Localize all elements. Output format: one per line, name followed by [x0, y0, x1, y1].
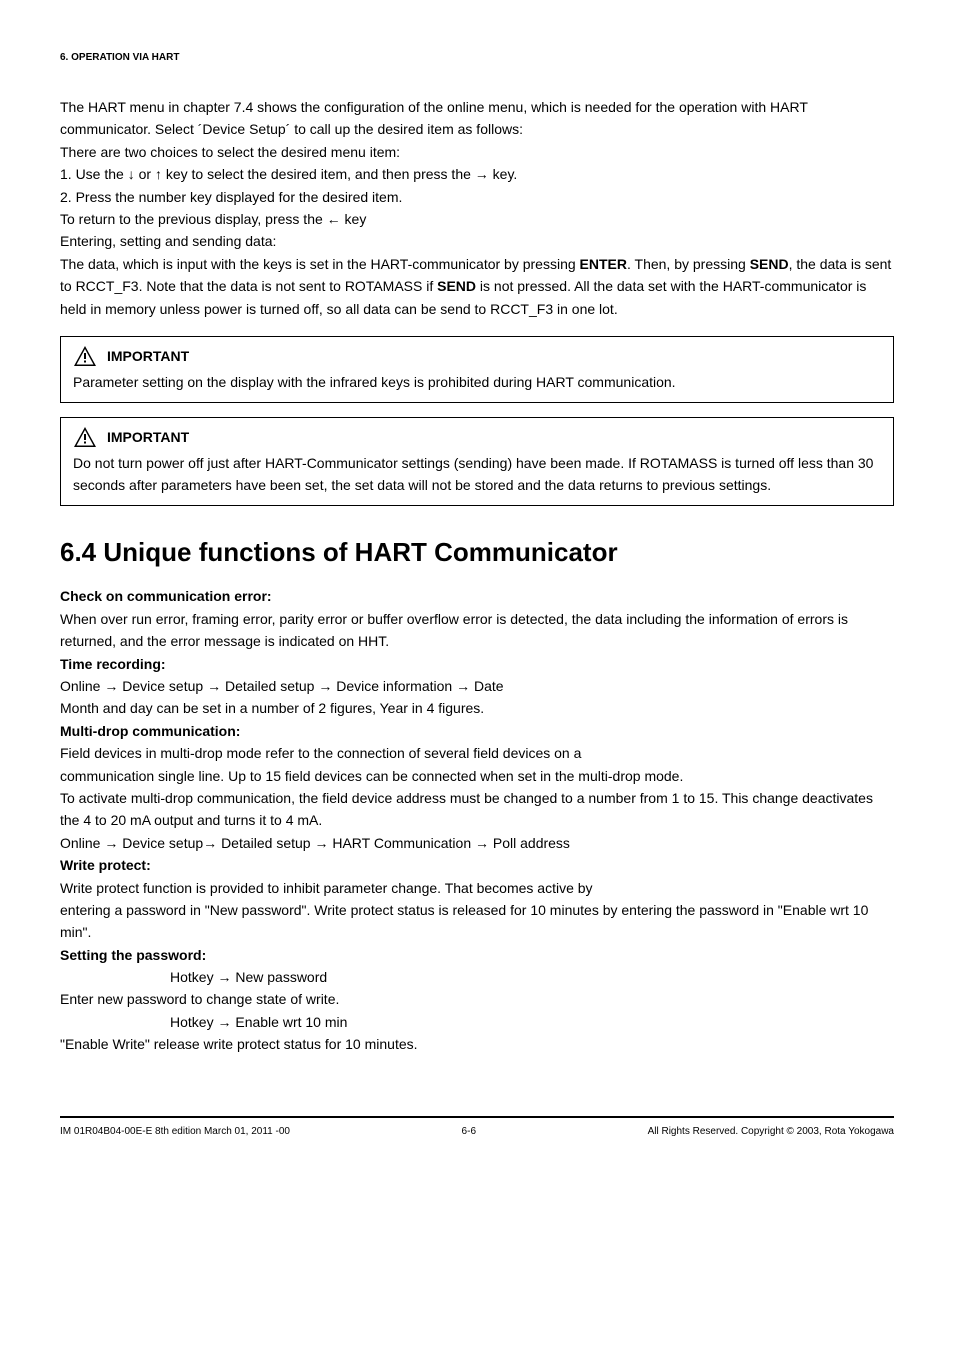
page-header: 6. OPERATION VIA HART: [60, 50, 894, 66]
important-head-2: IMPORTANT: [73, 426, 881, 448]
multi-l1: Field devices in multi-drop mode refer t…: [60, 742, 894, 764]
important-body-1: Parameter setting on the display with th…: [73, 371, 881, 393]
intro-p1: The HART menu in chapter 7.4 shows the c…: [60, 96, 894, 141]
footer-right: All Rights Reserved. Copyright © 2003, R…: [648, 1124, 894, 1140]
warning-icon: [73, 345, 97, 367]
intro-p7a: The data, which is input with the keys i…: [60, 256, 580, 272]
check-head: Check on communication error:: [60, 585, 894, 607]
up-arrow-glyph: ↑: [155, 166, 162, 182]
intro-p3d: key.: [489, 166, 518, 182]
setpw-l3: Hotkey → Enable wrt 10 min: [170, 1011, 894, 1033]
intro-p3a: 1. Use the: [60, 166, 128, 182]
intro-p5b: key: [341, 211, 367, 227]
time-head: Time recording:: [60, 653, 894, 675]
important-label-1: IMPORTANT: [107, 345, 189, 367]
left-arrow-glyph: ←: [327, 211, 341, 227]
multi-l2: communication single line. Up to 15 fiel…: [60, 765, 894, 787]
down-arrow-glyph: ↓: [128, 166, 135, 182]
important-box-2: IMPORTANT Do not turn power off just aft…: [60, 417, 894, 506]
right-arrow-glyph: →: [475, 166, 489, 182]
important-body-2: Do not turn power off just after HART-Co…: [73, 452, 881, 497]
intro-p6: Entering, setting and sending data:: [60, 230, 894, 252]
intro-p5a: To return to the previous display, press…: [60, 211, 327, 227]
intro-p4: 2. Press the number key displayed for th…: [60, 186, 894, 208]
footer-left: IM 01R04B04-00E-E 8th edition March 01, …: [60, 1124, 290, 1140]
section-title: 6.4 Unique functions of HART Communicato…: [60, 532, 894, 574]
important-box-1: IMPORTANT Parameter setting on the displ…: [60, 336, 894, 403]
time-l2: Month and day can be set in a number of …: [60, 697, 894, 719]
setpw-l4: "Enable Write" release write protect sta…: [60, 1033, 894, 1055]
footer-page-number: 6-6: [462, 1124, 476, 1140]
important-head-1: IMPORTANT: [73, 345, 881, 367]
multi-l4: Online → Device setup→ Detailed setup → …: [60, 832, 894, 854]
intro-p7b: . Then, by pressing: [627, 256, 750, 272]
wp-head: Write protect:: [60, 854, 894, 876]
check-body: When over run error, framing error, pari…: [60, 608, 894, 653]
intro-p5: To return to the previous display, press…: [60, 208, 894, 230]
send-label: SEND: [750, 256, 789, 272]
wp-l1: Write protect function is provided to in…: [60, 877, 894, 899]
multi-l3: To activate multi-drop communication, th…: [60, 787, 894, 832]
intro-block: The HART menu in chapter 7.4 shows the c…: [60, 96, 894, 320]
page-footer: IM 01R04B04-00E-E 8th edition March 01, …: [60, 1116, 894, 1140]
important-label-2: IMPORTANT: [107, 426, 189, 448]
setpw-head: Setting the password:: [60, 944, 894, 966]
intro-p7: The data, which is input with the keys i…: [60, 253, 894, 320]
intro-p2: There are two choices to select the desi…: [60, 141, 894, 163]
intro-p3b: or: [135, 166, 155, 182]
time-l1: Online → Device setup → Detailed setup →…: [60, 675, 894, 697]
enter-label: ENTER: [580, 256, 627, 272]
setpw-l2: Enter new password to change state of wr…: [60, 988, 894, 1010]
wp-l2: entering a password in "New password". W…: [60, 899, 894, 944]
intro-p3c: key to select the desired item, and then…: [162, 166, 475, 182]
intro-p3: 1. Use the ↓ or ↑ key to select the desi…: [60, 163, 894, 185]
warning-icon: [73, 426, 97, 448]
multi-head: Multi-drop communication:: [60, 720, 894, 742]
send-label-2: SEND: [437, 278, 476, 294]
setpw-l1: Hotkey → New password: [170, 966, 894, 988]
